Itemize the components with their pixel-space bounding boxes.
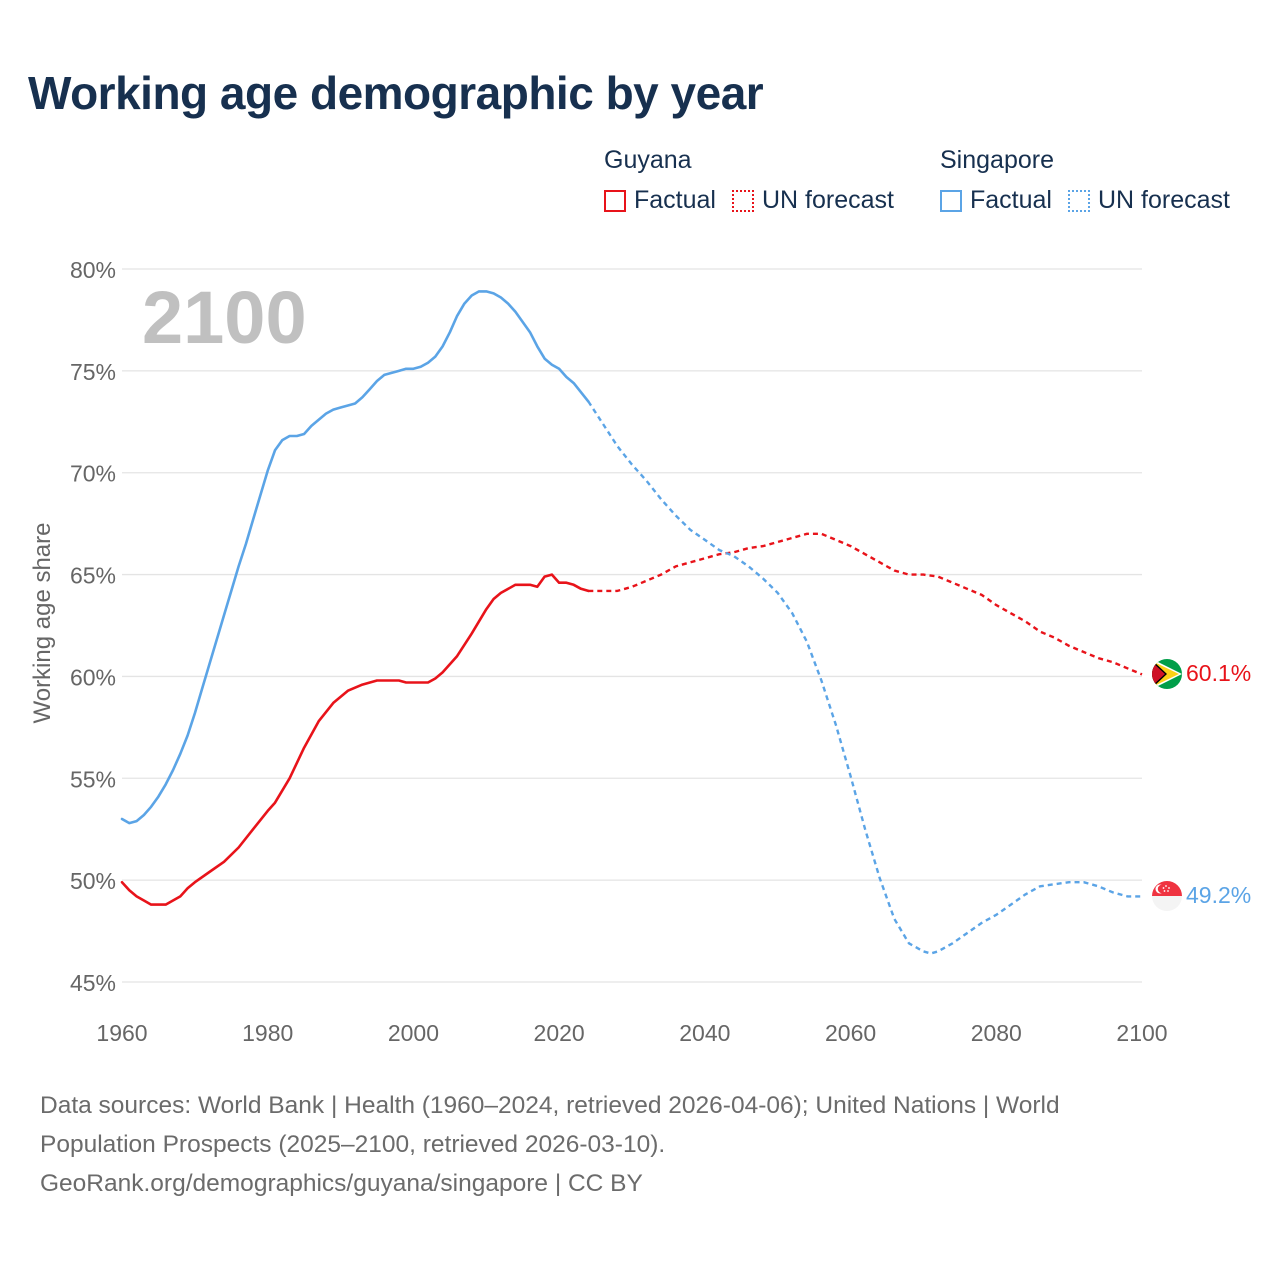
legend-item-singapore-forecast[interactable]: UN forecast — [1067, 186, 1230, 215]
y-tick-label: 75% — [70, 359, 116, 385]
y-tick-label: 50% — [70, 868, 116, 894]
legend-group-name: Guyana — [604, 146, 692, 174]
legend-swatch-dotted-icon — [1067, 189, 1090, 212]
x-tick-label: 1960 — [96, 1020, 147, 1046]
legend-group-guyana: Guyana Factual UN forecast — [604, 144, 910, 215]
legend-item-singapore-factual[interactable]: Factual — [940, 186, 1052, 215]
x-tick-label: 2040 — [679, 1020, 730, 1046]
y-tick-label: 60% — [70, 664, 116, 690]
guyana-end-label: 60.1% — [1186, 660, 1251, 686]
page-title: Working age demographic by year — [28, 67, 764, 119]
legend-label: Factual — [634, 186, 716, 214]
legend-swatch-solid-icon — [604, 189, 626, 212]
y-tick-label: 65% — [70, 563, 116, 589]
guyana-forecast-line — [588, 532, 1143, 676]
y-tick-label: 70% — [70, 461, 116, 487]
legend-item-guyana-forecast[interactable]: UN forecast — [731, 186, 894, 215]
singapore-flag-icon — [1152, 881, 1182, 911]
legend-group-name: Singapore — [940, 146, 1054, 174]
footer-sources-line: Population Prospects (2025–2100, retriev… — [40, 1131, 666, 1158]
legend-item-guyana-factual[interactable]: Factual — [604, 186, 716, 215]
x-tick-label: 2020 — [534, 1020, 585, 1046]
x-tick-label: 2060 — [825, 1020, 876, 1046]
year-watermark: 2100 — [142, 276, 307, 359]
x-tick-label: 1980 — [242, 1020, 293, 1046]
singapore-factual-line — [120, 290, 590, 825]
legend-swatch-solid-icon — [940, 189, 962, 212]
y-tick-label: 80% — [70, 257, 116, 283]
y-axis-label: Working age share — [29, 523, 56, 724]
x-tick-label: 2000 — [388, 1020, 439, 1046]
x-tick-label: 2080 — [971, 1020, 1022, 1046]
y-tick-label: 55% — [70, 766, 116, 792]
legend-group-singapore: Singapore Factual UN forecast — [940, 144, 1230, 215]
y-tick-label: 45% — [70, 970, 116, 996]
footer-sources-line: Data sources: World Bank | Health (1960–… — [40, 1092, 1060, 1119]
footer-link[interactable]: GeoRank.org/demographics/guyana/singapor… — [40, 1170, 643, 1197]
footer: Data sources: World Bank | Health (1960–… — [40, 1086, 1180, 1203]
guyana-flag-icon — [1152, 659, 1182, 689]
singapore-end-label: 49.2% — [1186, 882, 1251, 908]
legend-label: Factual — [970, 186, 1052, 214]
legend-label: UN forecast — [761, 186, 894, 214]
guyana-factual-line — [120, 573, 590, 906]
legend-swatch-dotted-icon — [731, 189, 754, 212]
legend-label: UN forecast — [1097, 186, 1230, 214]
x-tick-label: 2100 — [1116, 1020, 1167, 1046]
singapore-forecast-line — [587, 400, 1142, 955]
